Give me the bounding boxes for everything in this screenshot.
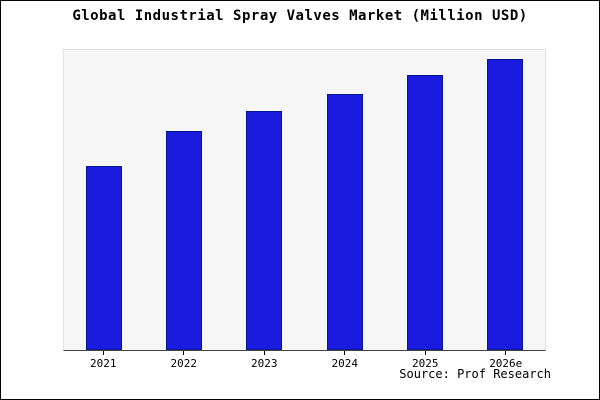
tick-mark <box>102 351 104 355</box>
x-tick-label: 2021 <box>63 351 144 370</box>
bars-row <box>64 50 545 350</box>
x-tick-text: 2025 <box>412 357 439 370</box>
bar-2026e <box>486 58 523 350</box>
x-tick-text: 2021 <box>90 357 117 370</box>
chart-title: Global Industrial Spray Valves Market (M… <box>72 8 528 24</box>
source-credit: Source: Prof Research <box>399 367 551 381</box>
plot-area <box>63 49 546 351</box>
bar-2021 <box>86 166 123 350</box>
bar-2022 <box>166 131 203 350</box>
x-tick-label: 2024 <box>305 351 386 370</box>
tick-mark <box>263 351 265 355</box>
bar-column <box>64 50 144 350</box>
tick-mark <box>344 351 346 355</box>
bar-column <box>385 50 465 350</box>
x-axis-labels: 2021 2022 2023 2024 2025 2026e <box>63 351 546 370</box>
x-tick-label: 2023 <box>224 351 305 370</box>
tick-mark <box>505 351 507 355</box>
tick-mark <box>183 351 185 355</box>
bar-column <box>465 50 545 350</box>
x-tick-text: 2022 <box>170 357 198 370</box>
x-tick-label: 2025 <box>385 351 466 370</box>
bar-column <box>144 50 224 350</box>
x-tick-text: 2024 <box>331 357 359 370</box>
x-tick-text: 2023 <box>251 357 278 370</box>
bar-column <box>224 50 304 350</box>
x-tick-text: 2026e <box>489 357 523 370</box>
bar-2025 <box>406 75 443 350</box>
x-tick-label: 2022 <box>144 351 225 370</box>
bar-column <box>305 50 385 350</box>
tick-mark <box>424 351 426 355</box>
bar-2023 <box>246 110 283 350</box>
x-tick-label: 2026e <box>466 351 547 370</box>
bar-2024 <box>326 93 363 350</box>
